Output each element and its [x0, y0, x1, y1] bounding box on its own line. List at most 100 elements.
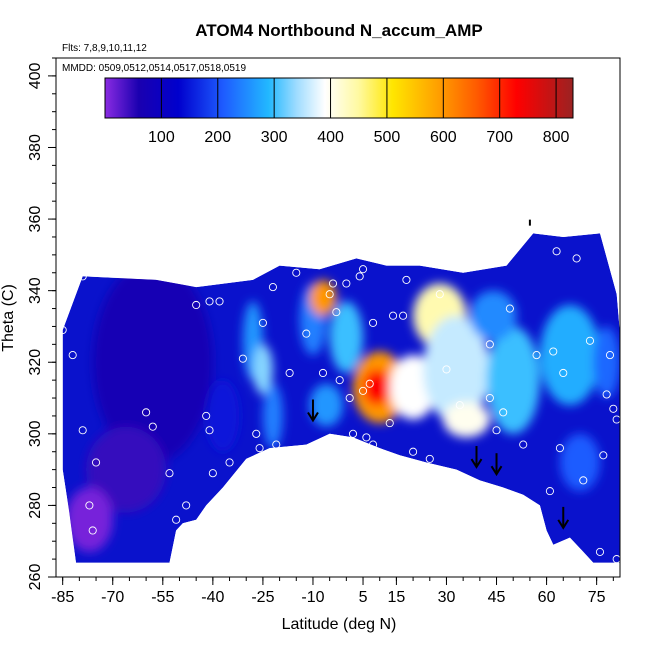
sample-point [78, 426, 87, 435]
field-blob [593, 326, 620, 399]
sample-point [532, 351, 541, 360]
sample-point [499, 408, 508, 417]
sample-point [455, 401, 464, 410]
x-tick-label: 15 [388, 589, 406, 606]
colorbar-tick-label: 100 [148, 129, 175, 146]
plot-frame [55, 57, 621, 578]
sample-point [399, 311, 408, 320]
sample-point [258, 318, 267, 327]
down-arrow [470, 446, 483, 469]
colorbar-tick-label: 600 [430, 129, 457, 146]
sample-point [205, 426, 214, 435]
sample-point [549, 347, 558, 356]
sample-point [325, 290, 334, 299]
field-blobs [66, 262, 620, 552]
y-tick-label: 300 [27, 420, 44, 447]
sample-point [85, 501, 94, 510]
y-tick-label: 400 [27, 62, 44, 89]
field-blob [329, 301, 364, 373]
sample-point [442, 365, 451, 374]
sample-point [91, 458, 101, 467]
sample-point [148, 422, 157, 431]
x-tick-label: 5 [359, 589, 368, 606]
field-blob [423, 315, 490, 424]
sample-point [585, 336, 595, 345]
sample-point [328, 279, 338, 288]
sample-point [142, 408, 151, 417]
sample-point [165, 469, 174, 478]
down-arrow [490, 453, 503, 477]
sample-point [559, 368, 568, 378]
sample-point [202, 411, 211, 420]
sample-point [302, 329, 311, 338]
sample-point [609, 404, 618, 413]
sample-point [272, 440, 281, 449]
colorbar-tick-label: 500 [374, 129, 401, 146]
field-blob [443, 401, 490, 438]
x-tick-label: 75 [588, 589, 606, 606]
sample-point [335, 376, 344, 385]
sample-point [612, 555, 620, 564]
sample-point [268, 283, 277, 292]
sample-point [365, 379, 374, 388]
sample-point [182, 501, 191, 510]
x-axis-label: Latitude (deg N) [282, 616, 397, 633]
sample-point [292, 268, 301, 277]
sample-point [208, 469, 217, 478]
sample-point [205, 297, 214, 306]
field-blob [539, 304, 600, 406]
colorbar-tick-label: 700 [486, 129, 513, 146]
field-blob [309, 279, 337, 316]
sample-point [492, 426, 501, 435]
y-tick-label: 340 [27, 277, 44, 304]
y-axis-label: Theta (C) [0, 284, 17, 352]
sample-point [605, 351, 615, 360]
sample-point [345, 393, 354, 403]
sample-point [358, 265, 368, 274]
field-blob [469, 290, 517, 341]
x-tick-label: -40 [201, 589, 224, 606]
sample-point [88, 526, 97, 535]
down-arrow [307, 399, 319, 423]
sample-point [612, 415, 620, 424]
sample-point [285, 368, 294, 378]
x-axis: -85 -70 -55 -40 -25 -10 5 15 30 45 60 75 [51, 577, 614, 606]
sample-point [435, 290, 444, 299]
plot-area [58, 219, 620, 564]
sample-points [58, 247, 620, 564]
sample-point [318, 368, 328, 378]
field-blob [309, 383, 344, 427]
sample-point [485, 340, 494, 349]
sample-point [389, 311, 398, 320]
sample-point [385, 419, 394, 428]
down-arrow [557, 506, 570, 530]
sample-point [405, 368, 414, 378]
x-tick-label: -85 [51, 589, 74, 606]
field-blob [66, 487, 113, 552]
field-blob [86, 426, 167, 513]
y-tick-label: 360 [27, 206, 44, 233]
field-blob [206, 380, 240, 452]
sample-point [78, 272, 87, 281]
sample-point [68, 351, 77, 360]
x-tick-label: -10 [301, 589, 324, 606]
y-tick-label: 320 [27, 349, 44, 376]
sample-point [425, 454, 434, 463]
sample-point [252, 429, 261, 438]
sample-point [599, 451, 608, 460]
x-tick-label: -70 [101, 589, 124, 606]
colorbar: 100 200 300 400 500 600 700 800 [104, 77, 574, 146]
sample-point [332, 308, 341, 317]
sample-point [172, 515, 181, 524]
sample-point [602, 390, 611, 399]
sample-point [485, 393, 494, 403]
x-tick-label: 60 [538, 589, 556, 606]
field-blob [363, 369, 390, 406]
sample-point [505, 304, 514, 313]
sample-point [215, 297, 224, 306]
sample-point [572, 254, 581, 263]
sample-point [409, 447, 418, 456]
colorbar-tick-label: 300 [261, 129, 288, 146]
y-tick-label: 260 [27, 564, 44, 591]
